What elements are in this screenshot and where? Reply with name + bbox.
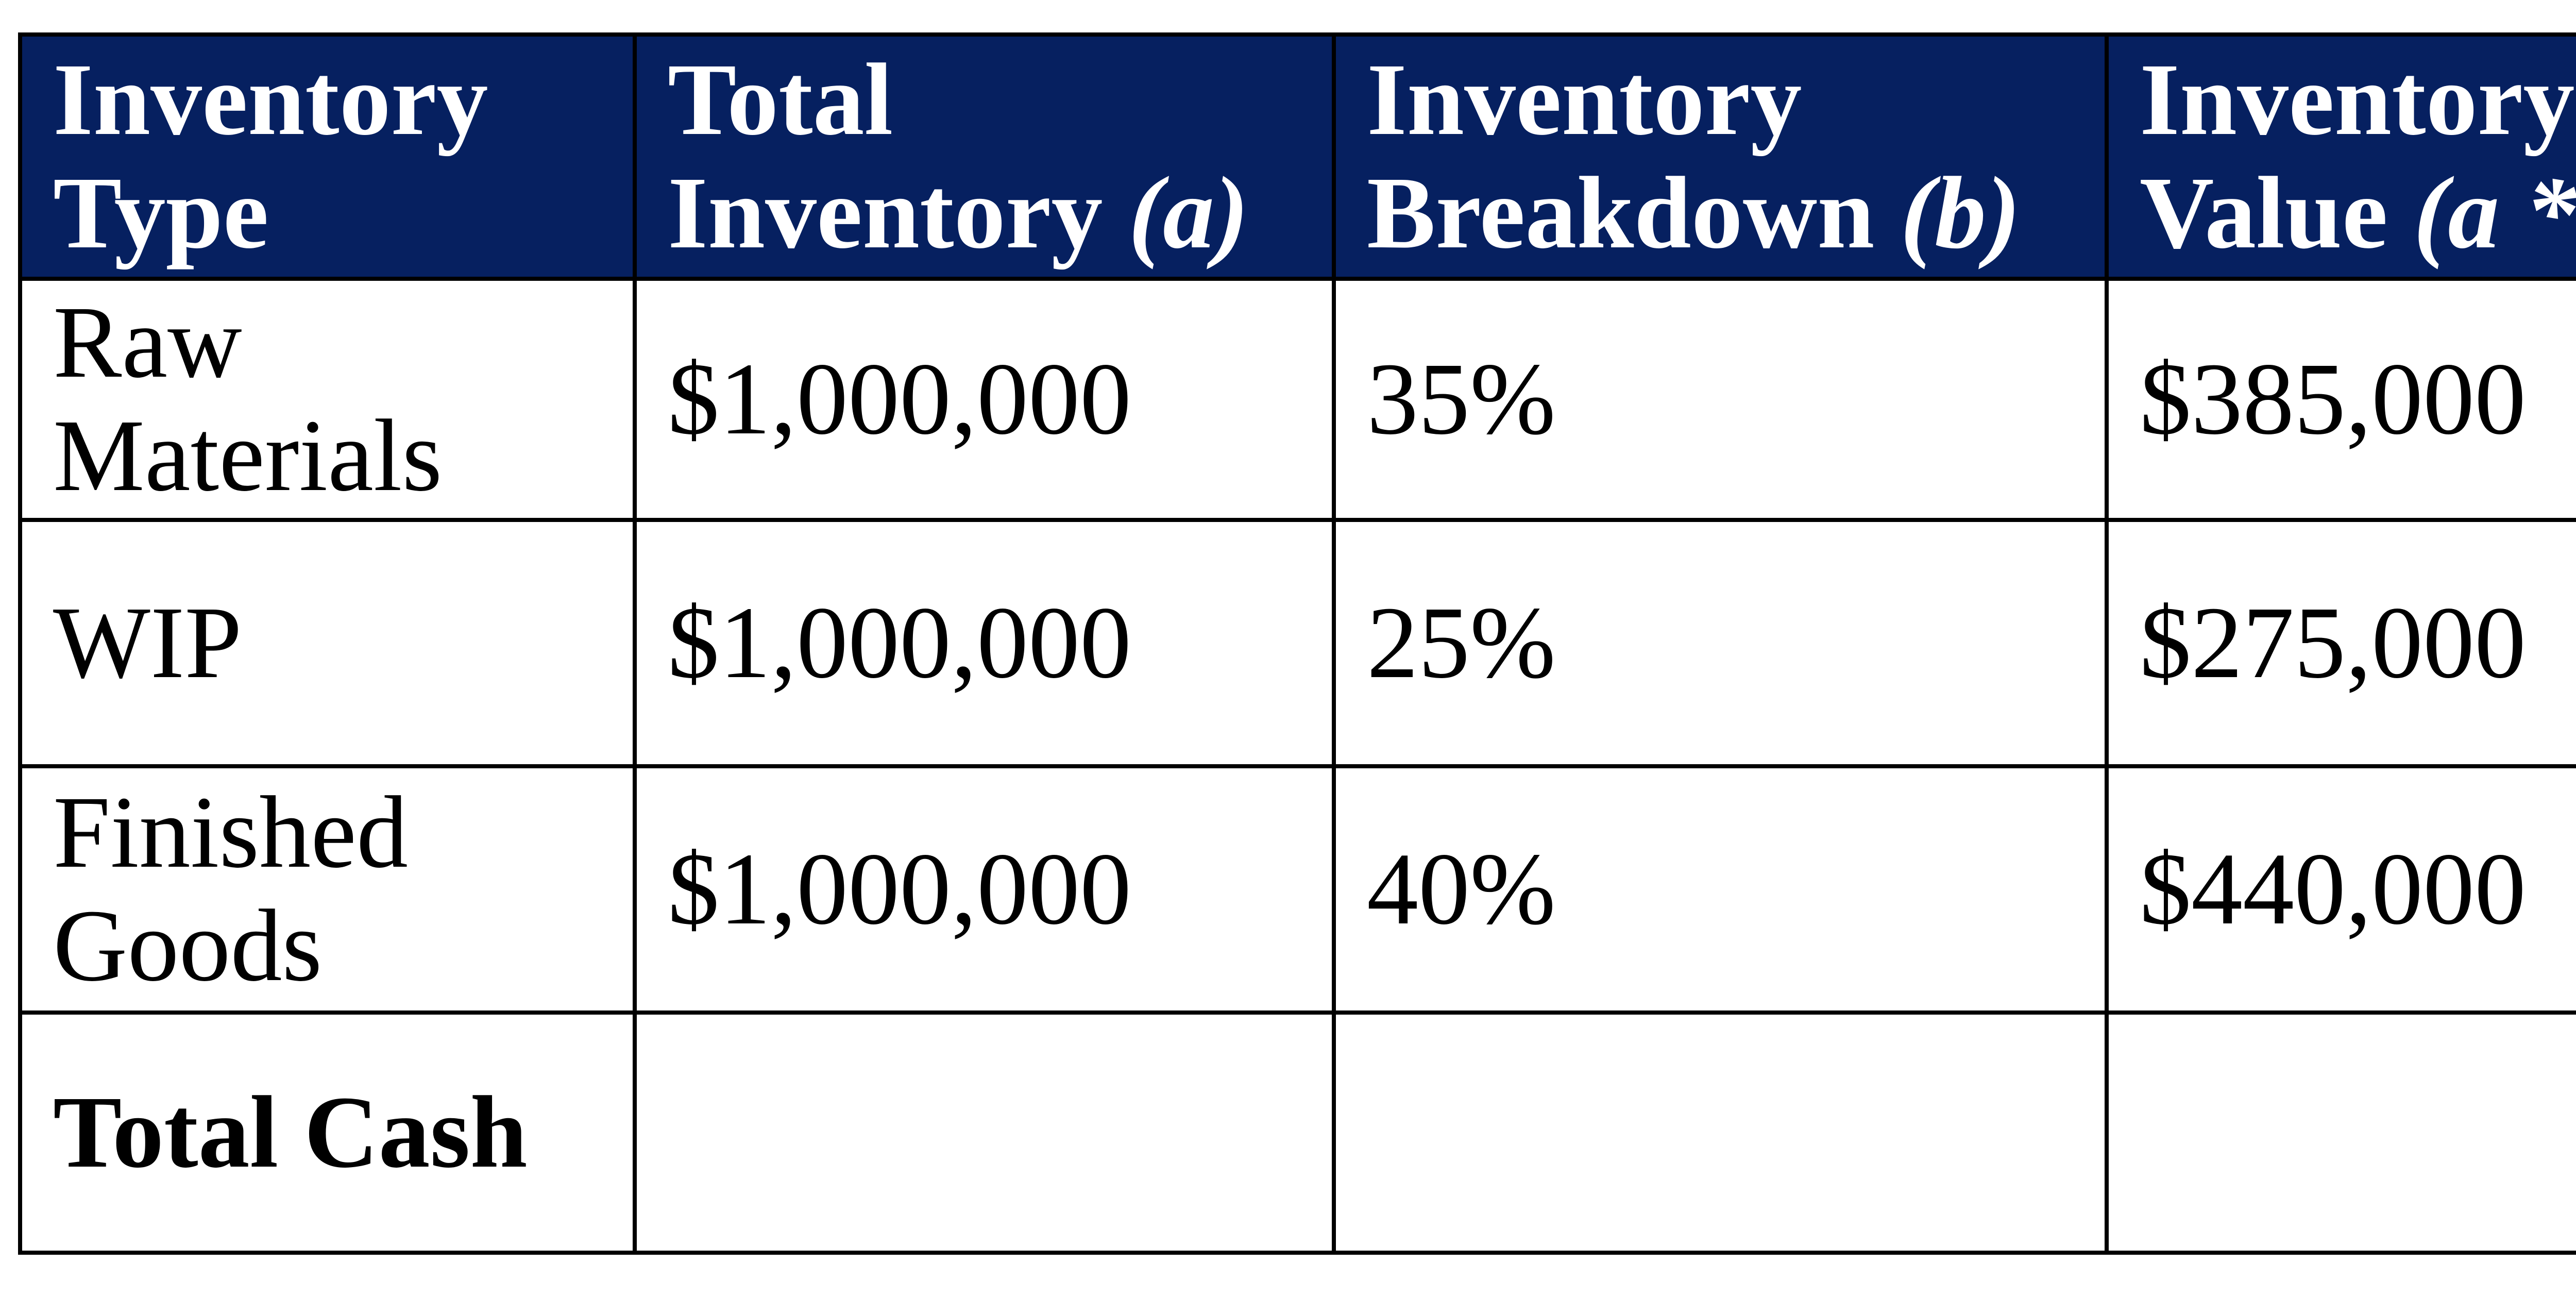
- table-row-total-cash: Total Cash $324,500: [18, 1010, 2576, 1255]
- header-line2: Inventory: [668, 156, 1129, 270]
- cell-inventory-breakdown: 25%: [1332, 518, 2109, 768]
- header-line1: Total: [668, 43, 893, 157]
- header-cell-inventory-breakdown: Inventory Breakdown (b): [1332, 32, 2109, 281]
- cell-inventory-value: $440,000: [2105, 764, 2576, 1015]
- cell-inventory-type: WIP: [18, 518, 637, 768]
- cell-total-cash-label: Total Cash: [18, 1010, 637, 1255]
- header-line2-italic: (a * b): [2413, 156, 2576, 270]
- header-line1: Inventory: [53, 43, 488, 157]
- cell-inventory-breakdown: 40%: [1332, 764, 2109, 1015]
- cell-total-inventory: $1,000,000: [633, 764, 1336, 1015]
- table-header: Inventory Type Total Inventory (a) Invento…: [18, 32, 2576, 281]
- table-body: Raw Materials $1,000,000 35% $385,000 20…: [18, 277, 2576, 1255]
- cell-total-inventory: $1,000,000: [633, 277, 1336, 522]
- inventory-cash-conversion-table: Inventory Type Total Inventory (a) Invento…: [18, 32, 2576, 1255]
- cell-inventory-breakdown: 35%: [1332, 277, 2109, 522]
- cell-inventory-type: Raw Materials: [18, 277, 637, 522]
- table-row-raw-materials: Raw Materials $1,000,000 35% $385,000 20…: [18, 277, 2576, 522]
- table-row-finished-goods: Finished Goods $1,000,000 40% $440,000 5…: [18, 764, 2576, 1015]
- header-cell-inventory-type: Inventory Type: [18, 32, 637, 281]
- cell-inventory-type: Finished Goods: [18, 764, 637, 1015]
- cell-inventory-value: $385,000: [2105, 277, 2576, 522]
- header-line2: Type: [53, 156, 269, 270]
- header-line1: Inventory: [1367, 43, 1802, 157]
- cell-total-inventory: $1,000,000: [633, 518, 1336, 768]
- header-line2-italic: (b): [1900, 156, 2021, 270]
- header-line2-italic: (a): [1128, 156, 1249, 270]
- header-line2: Value: [2140, 156, 2414, 270]
- header-cell-total-inventory: Total Inventory (a): [633, 32, 1336, 281]
- header-line2: Breakdown: [1367, 156, 1901, 270]
- cell-empty: [1332, 1010, 2109, 1255]
- cell-inventory-value: $275,000: [2105, 518, 2576, 768]
- cell-empty: [2105, 1010, 2576, 1255]
- header-line1: Inventory: [2140, 43, 2575, 157]
- header-row: Inventory Type Total Inventory (a) Invento…: [18, 32, 2576, 281]
- cell-empty: [633, 1010, 1336, 1255]
- table-row-wip: WIP $1,000,000 25% $275,000 10% $27,500: [18, 518, 2576, 768]
